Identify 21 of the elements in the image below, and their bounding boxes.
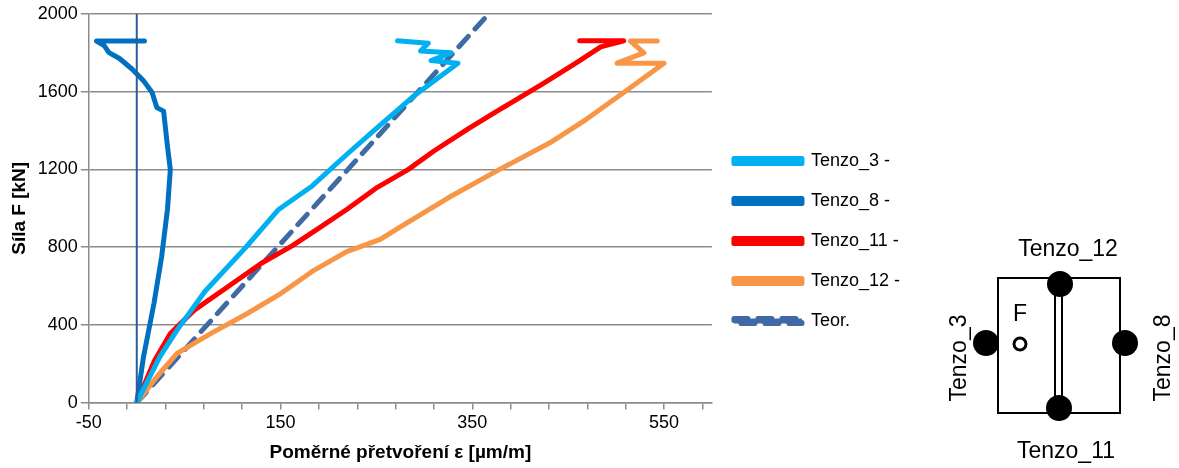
- legend-label: Tenzo_3 -: [810, 149, 890, 171]
- text: Tenzo_12: [1018, 234, 1118, 261]
- x-tick-label: 150: [265, 412, 296, 433]
- legend-label: Tenzo_12 -: [810, 269, 901, 291]
- y-tick-label: 400: [47, 313, 78, 334]
- y-tick-label: 2000: [37, 2, 78, 23]
- legend-label: Teor.: [810, 309, 850, 330]
- text: Tenzo_3: [944, 314, 971, 402]
- legend-label: Tenzo_11 -: [810, 229, 899, 251]
- y-tick-label: 1600: [37, 80, 78, 101]
- x-tick-label: 350: [457, 412, 488, 433]
- text: Tenzo_11: [1016, 436, 1116, 463]
- y-tick-label: 800: [47, 236, 78, 257]
- text: Tenzo_8: [1148, 314, 1175, 402]
- x-tick-label: 550: [648, 412, 680, 433]
- legend-label: Tenzo_8 -: [810, 189, 890, 211]
- x-axis-title: Poměrné přetvoření ε [µm/m]: [269, 440, 532, 462]
- x-tick-label: -50: [75, 412, 102, 433]
- y-tick-label: 0: [67, 391, 78, 412]
- y-tick-label: 1200: [37, 158, 78, 179]
- y-axis-title: Síla F [kN]: [7, 161, 29, 255]
